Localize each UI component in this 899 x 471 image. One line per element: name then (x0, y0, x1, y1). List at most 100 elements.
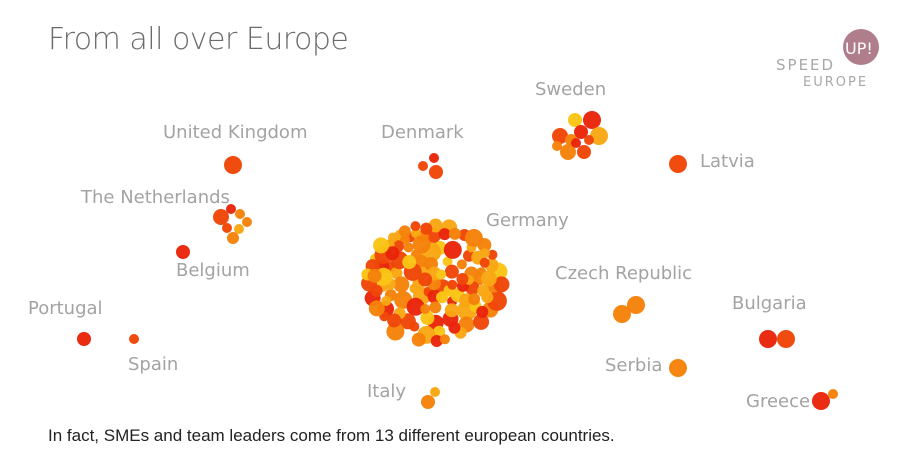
country-label: Czech Republic (555, 263, 692, 284)
country-label: Latvia (700, 151, 755, 172)
country-label: Greece (746, 391, 810, 412)
bubble-united-kingdom (224, 156, 242, 174)
bubble-germany (456, 272, 469, 285)
bubble-germany (402, 255, 417, 270)
bubble-germany (411, 332, 426, 347)
bubble-germany (444, 303, 459, 318)
logo-badge-circle (843, 29, 879, 65)
bubble-sweden (568, 113, 582, 127)
bubble-the-netherlands (227, 232, 239, 244)
bubble-germany (493, 276, 510, 293)
bubble-germany (480, 270, 497, 287)
logo-speed-text: SPEED (776, 56, 835, 74)
bubble-germany (412, 235, 431, 254)
bubble-germany (409, 321, 420, 332)
country-label: Spain (128, 354, 178, 375)
bubble-germany (464, 228, 483, 247)
bubble-the-netherlands (242, 217, 252, 227)
bubble-germany (476, 305, 489, 318)
bubble-the-netherlands (235, 209, 245, 219)
bubble-greece (828, 389, 838, 399)
bubble-latvia (669, 155, 687, 173)
bubble-sweden (590, 127, 608, 145)
logo-europe-text: EUROPE (803, 75, 868, 90)
bubble-germany (430, 334, 443, 347)
bubble-sweden (574, 125, 588, 139)
bubble-germany (381, 295, 392, 306)
bubble-germany (473, 313, 490, 330)
bubble-germany (443, 240, 462, 259)
bubble-germany (438, 228, 451, 241)
logo-up-text: UP! (845, 39, 873, 58)
bubble-sweden (577, 145, 591, 159)
country-label: Germany (486, 210, 569, 231)
bubble-germany (436, 269, 447, 280)
bubble-germany (420, 304, 431, 315)
bubble-germany (398, 225, 411, 238)
bubble-germany (479, 257, 490, 268)
bubble-czech-republic (613, 305, 631, 323)
bubble-germany (433, 325, 446, 338)
bubble-belgium (176, 245, 190, 259)
bubble-germany (390, 266, 403, 279)
bubble-czech-republic (627, 296, 645, 314)
bubble-germany (487, 249, 498, 260)
bubble-germany (448, 227, 461, 240)
bubble-sweden (584, 135, 594, 145)
bubble-italy (421, 395, 435, 409)
bubble-germany (444, 264, 459, 279)
bubble-bulgaria (777, 330, 795, 348)
bubble-the-netherlands (213, 209, 229, 225)
bubble-germany (456, 259, 467, 270)
bubble-germany (468, 293, 481, 306)
bubble-germany (410, 228, 421, 239)
country-label: Portugal (28, 298, 103, 319)
bubble-sweden (552, 141, 562, 151)
bubble-germany (447, 279, 458, 290)
bubble-germany (386, 322, 405, 341)
country-label: Serbia (605, 355, 662, 376)
bubble-denmark (429, 153, 439, 163)
bubble-germany (420, 311, 435, 326)
bubble-germany (439, 334, 450, 345)
bubble-germany (387, 313, 402, 328)
country-label: Denmark (381, 122, 464, 143)
bubble-serbia (669, 359, 687, 377)
bubbles-layer (77, 111, 838, 410)
bubble-the-netherlands (226, 204, 236, 214)
bubble-the-netherlands (234, 224, 244, 234)
bubble-italy (430, 387, 440, 397)
bubble-denmark (418, 161, 428, 171)
speed-up-europe-logo: UP! SPEED EUROPE (776, 29, 879, 90)
bubble-germany (481, 291, 494, 304)
bubble-greece (812, 392, 830, 410)
bubble-germany (367, 268, 382, 283)
country-label: Bulgaria (732, 293, 807, 314)
chart-title: From all over Europe (48, 22, 349, 57)
bubble-germany (406, 297, 425, 316)
bubble-germany (403, 242, 414, 253)
bubble-germany (400, 234, 411, 245)
country-label: Italy (367, 381, 406, 402)
bubble-germany (436, 291, 449, 304)
country-label: Belgium (176, 260, 250, 281)
bubble-germany (429, 301, 442, 314)
bubble-bulgaria (759, 330, 777, 348)
caption-text: In fact, SMEs and team leaders come from… (48, 426, 615, 445)
bubble-the-netherlands (222, 223, 232, 233)
bubble-germany (385, 246, 400, 261)
country-label: The Netherlands (80, 187, 230, 208)
bubble-portugal (77, 332, 91, 346)
bubble-germany (420, 222, 433, 235)
bubble-denmark (429, 165, 443, 179)
bubble-germany (368, 300, 385, 317)
bubble-germany (393, 276, 410, 293)
bubble-sweden (583, 111, 601, 129)
bubble-germany (373, 237, 390, 254)
bubble-germany (418, 272, 433, 287)
bubble-sweden (560, 144, 576, 160)
bubble-germany (410, 221, 421, 232)
bubble-germany (442, 256, 453, 267)
bubble-spain (129, 334, 139, 344)
